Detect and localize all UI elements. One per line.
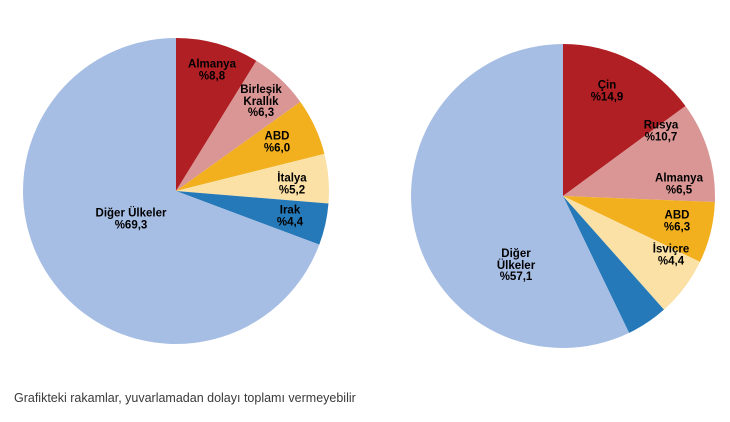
slice-label-cin: Çin %14,9 [590,79,624,103]
slice-label-diger-ulkeler: Diğer Ülkeler %57,1 [496,247,536,283]
slice-label-irak: Irak %4,4 [276,204,304,228]
slice-label-italya: İtalya %5,2 [277,172,307,196]
pie-slice-isvicre [563,196,664,333]
slice-label-rusya: Rusya %10,7 [643,119,679,143]
slice-label-abd: ABD %6,0 [263,130,291,154]
pie-slice-rusya [563,106,715,202]
slice-label-abd: ABD %6,3 [663,209,691,233]
pie-right-svg [411,44,715,349]
pie-chart-right: Çin %14,9 Rusya %10,7 Almanya %6,5 ABD %6,3 İsvi… [365,0,730,390]
pie-slice-italya [176,153,330,204]
pie-slice-almanya [563,196,715,262]
pie-slice-abd [176,101,325,191]
slice-label-birlesik-krallik: Birleşik Krallık %6,3 [240,83,282,119]
slice-label-almanya: Almanya %8,8 [188,58,236,82]
pie-slice-cin [563,44,686,196]
slice-label-diger-ulkeler: Diğer Ülkeler %69,3 [95,207,167,231]
slice-label-isvicre: İsviçre %4,4 [652,243,690,267]
pie-slice-diger-ulkeler [411,44,630,349]
pie-slice-irak [176,191,329,245]
pie-slice-abd [563,196,700,310]
pie-chart-left: Almanya %8,8 Birleşik Krallık %6,3 ABD %6,0 İta… [0,0,365,390]
pie-left-svg [22,37,330,344]
pie-slice-diger-ulkeler [22,37,320,344]
pie-slice-almanya [176,38,257,191]
slice-label-almanya: Almanya %6,5 [655,172,703,196]
rounding-footnote: Grafikteki rakamlar, yuvarlamadan dolayı… [14,391,356,405]
pie-slice-birlesik-krallik [176,60,301,191]
